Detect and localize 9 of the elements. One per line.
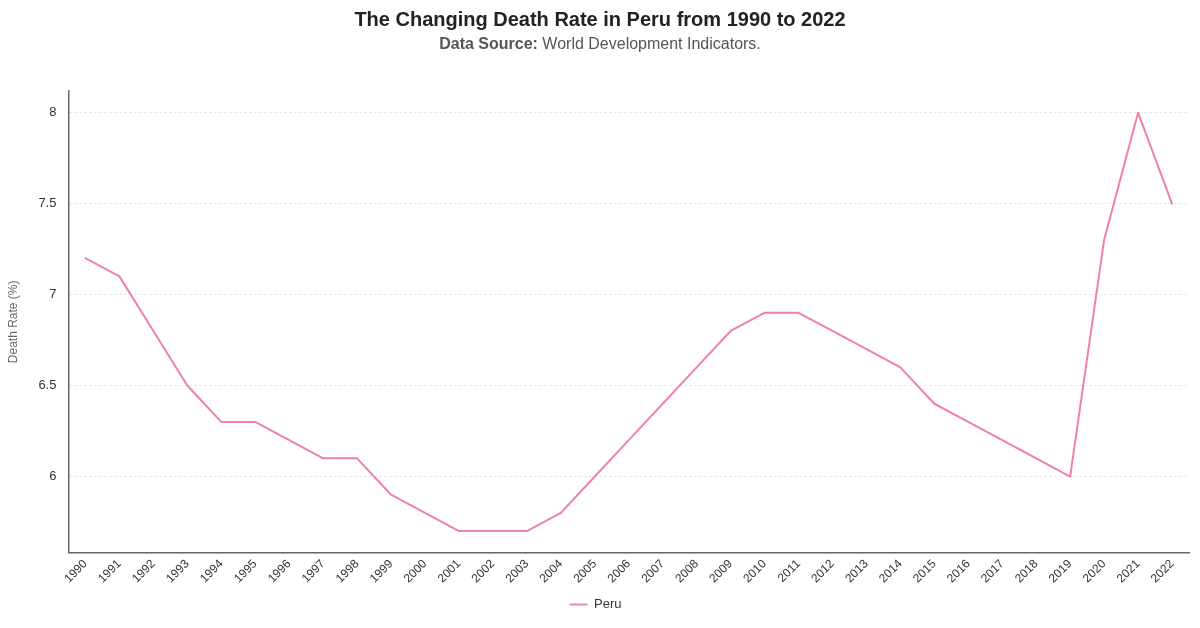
y-tick-label: 6.5 xyxy=(38,377,57,393)
chart-subtitle: Data Source: World Development Indicators. xyxy=(439,35,761,52)
chart-title: The Changing Death Rate in Peru from 1990 to 2022 xyxy=(353,8,847,31)
y-axis-title: Death Rate (%) xyxy=(5,280,20,364)
y-tick-label: 8 xyxy=(49,104,57,120)
y-tick-label: 7.5 xyxy=(38,195,57,211)
y-tick-label: 6 xyxy=(49,468,57,484)
legend-label: Peru xyxy=(594,596,622,612)
y-tick-label: 7 xyxy=(49,286,57,302)
